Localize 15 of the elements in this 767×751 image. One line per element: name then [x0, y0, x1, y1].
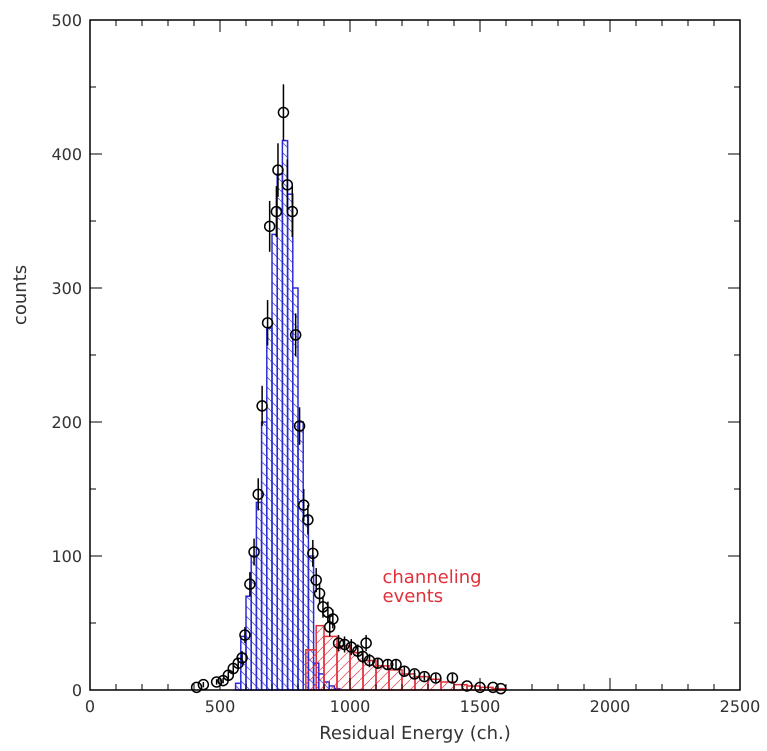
x-tick-label: 1500 — [460, 697, 500, 716]
x-tick-label: 2500 — [720, 697, 760, 716]
y-tick-label: 200 — [51, 413, 82, 432]
x-axis-title: Residual Energy (ch.) — [319, 723, 511, 744]
x-tick-label: 500 — [204, 697, 236, 716]
x-tick-label: 0 — [84, 697, 96, 716]
x-tick-label: 1000 — [330, 697, 370, 716]
annotation: channeling events — [382, 566, 482, 607]
y-axis-title: counts — [10, 264, 31, 326]
y-tick-label: 500 — [51, 11, 82, 30]
y-tick-label: 0 — [72, 681, 82, 700]
x-tick-label: 2000 — [590, 697, 630, 716]
y-tick-label: 400 — [51, 145, 82, 164]
y-tick-label: 300 — [51, 279, 82, 298]
y-tick-label: 100 — [51, 547, 82, 566]
